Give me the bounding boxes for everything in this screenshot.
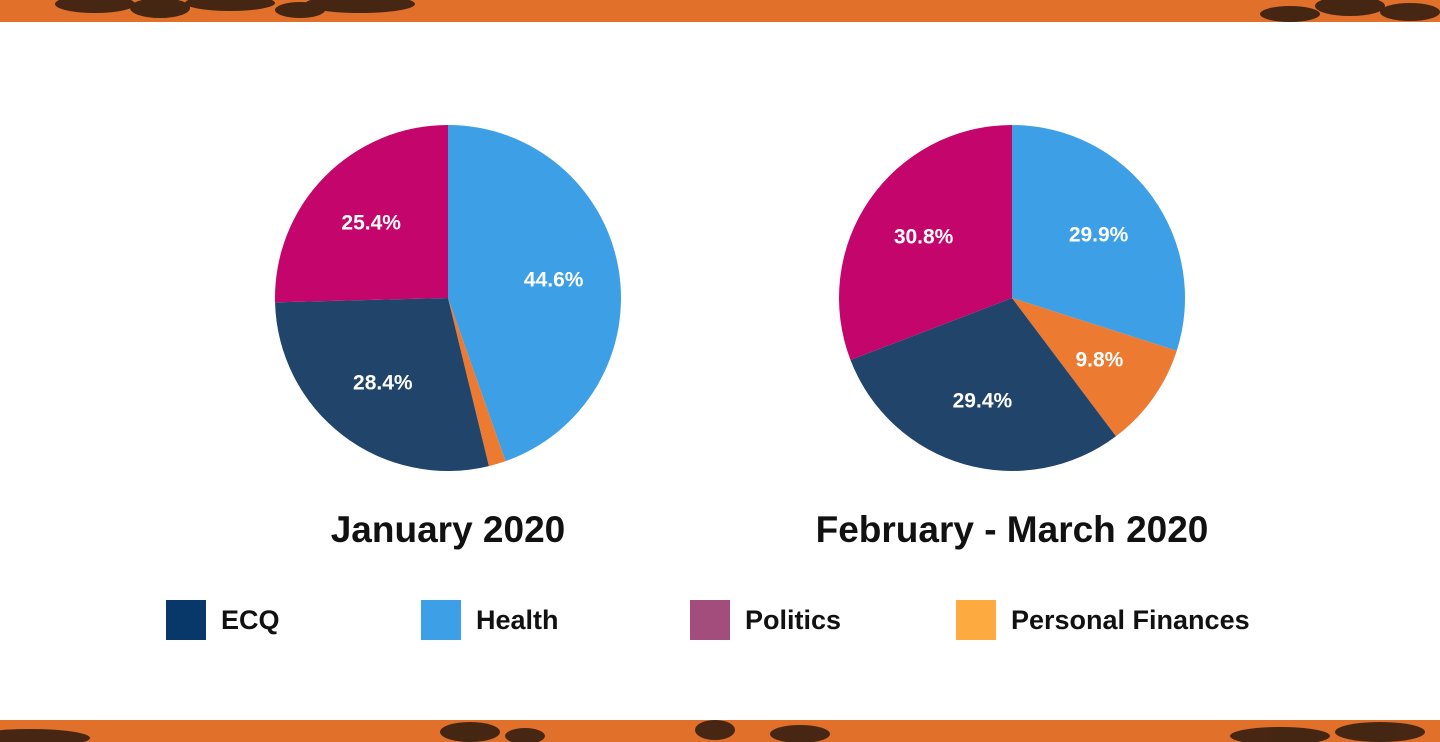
legend-item-health: Health bbox=[421, 600, 559, 640]
pie-january-label-health: 44.6% bbox=[524, 268, 584, 291]
top-decorative-band bbox=[0, 0, 1440, 22]
pie-february-march-slice-health bbox=[1012, 125, 1186, 351]
pie-january-slice-ecq bbox=[275, 298, 489, 471]
legend-label-ecq: ECQ bbox=[221, 604, 280, 635]
legend-swatch-personal-finances bbox=[956, 600, 996, 640]
pie-january-label-ecq: 28.4% bbox=[353, 372, 413, 395]
legend-swatch-ecq bbox=[166, 600, 206, 640]
top-band-pattern bbox=[55, 0, 1440, 22]
chart-title-january: January 2020 bbox=[330, 509, 566, 550]
legend-swatch-politics bbox=[690, 600, 730, 640]
legend-item-politics: Politics bbox=[690, 600, 841, 640]
chart-title-february-march: February - March 2020 bbox=[815, 509, 1209, 550]
legend-item-ecq: ECQ bbox=[166, 600, 280, 640]
pie-february-march-label-politics: 30.8% bbox=[894, 226, 954, 249]
bottom-decorative-band bbox=[0, 720, 1440, 742]
pie-february-march-slice-ecq bbox=[850, 298, 1116, 472]
legend-label-politics: Politics bbox=[745, 604, 842, 635]
bottom-band-pattern bbox=[0, 720, 1425, 742]
legend-item-personal-finances: Personal Finances bbox=[956, 600, 1250, 640]
pie-january-slice-politics bbox=[274, 124, 448, 303]
pie-february-march-label-personal-finances: 9.8% bbox=[1075, 349, 1123, 372]
pie-february-march-label-health: 29.9% bbox=[1069, 223, 1129, 246]
pie-january-slice-health bbox=[448, 125, 622, 462]
legend-label-health: Health bbox=[476, 604, 559, 635]
pie-february-march-slice-personal-finances bbox=[1012, 298, 1177, 437]
pie-january-label-politics: 25.4% bbox=[341, 212, 401, 235]
pie-february-march-label-ecq: 29.4% bbox=[953, 390, 1013, 413]
legend-label-personal-finances: Personal Finances bbox=[1011, 604, 1250, 635]
pie-february-march-slice-politics bbox=[839, 125, 1012, 360]
pie-january-slice-personal-finances bbox=[448, 298, 506, 467]
legend-swatch-health bbox=[421, 600, 461, 640]
